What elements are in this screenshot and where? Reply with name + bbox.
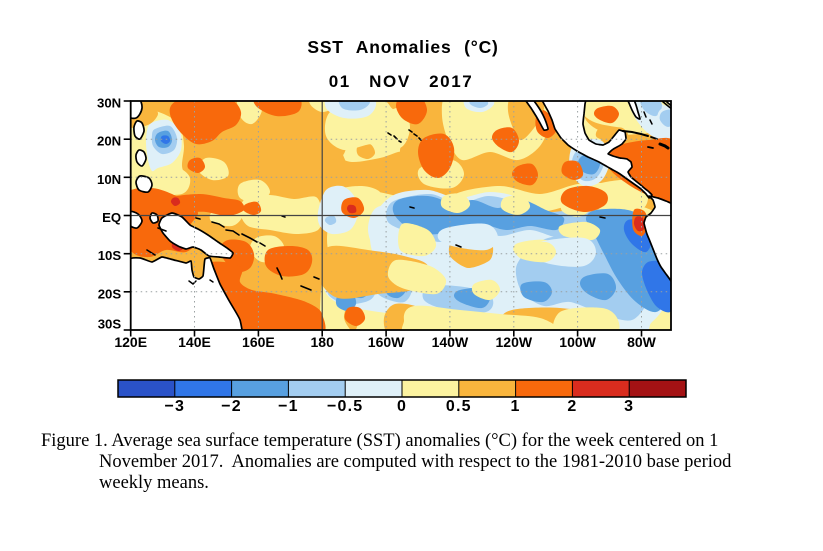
svg-text:1: 1	[511, 398, 521, 415]
svg-text:80W: 80W	[627, 334, 657, 350]
svg-text:20N: 20N	[97, 134, 121, 149]
svg-text:0.5: 0.5	[446, 398, 472, 415]
svg-text:01 NOV 2017: 01 NOV 2017	[329, 72, 474, 91]
svg-text:30N: 30N	[97, 96, 121, 111]
svg-text:2: 2	[567, 398, 577, 415]
svg-text:SST Anomalies (°C): SST Anomalies (°C)	[307, 37, 498, 57]
svg-text:160E: 160E	[242, 334, 275, 350]
svg-text:140E: 140E	[178, 334, 211, 350]
svg-text:November 2017. Anomalies are: November 2017. Anomalies are computed wi…	[99, 452, 732, 472]
svg-text:120E: 120E	[114, 334, 147, 350]
svg-text:−3: −3	[164, 398, 185, 415]
svg-text:−1: −1	[278, 398, 299, 415]
svg-text:0: 0	[397, 398, 407, 415]
svg-text:180: 180	[311, 334, 335, 350]
svg-text:10S: 10S	[98, 248, 122, 263]
svg-text:120W: 120W	[496, 334, 533, 350]
svg-text:160W: 160W	[368, 334, 405, 350]
svg-text:30S: 30S	[98, 317, 122, 332]
svg-text:100W: 100W	[559, 334, 596, 350]
svg-text:−0.5: −0.5	[327, 398, 363, 415]
svg-text:3: 3	[624, 398, 634, 415]
svg-text:EQ: EQ	[102, 210, 121, 225]
svg-text:10N: 10N	[97, 172, 121, 187]
svg-text:weekly means.: weekly means.	[99, 473, 209, 493]
svg-text:Figure 1. Average sea surface: Figure 1. Average sea surface temperatur…	[41, 431, 718, 451]
svg-text:20S: 20S	[98, 286, 122, 301]
svg-text:140W: 140W	[432, 334, 469, 350]
svg-text:−2: −2	[221, 398, 242, 415]
